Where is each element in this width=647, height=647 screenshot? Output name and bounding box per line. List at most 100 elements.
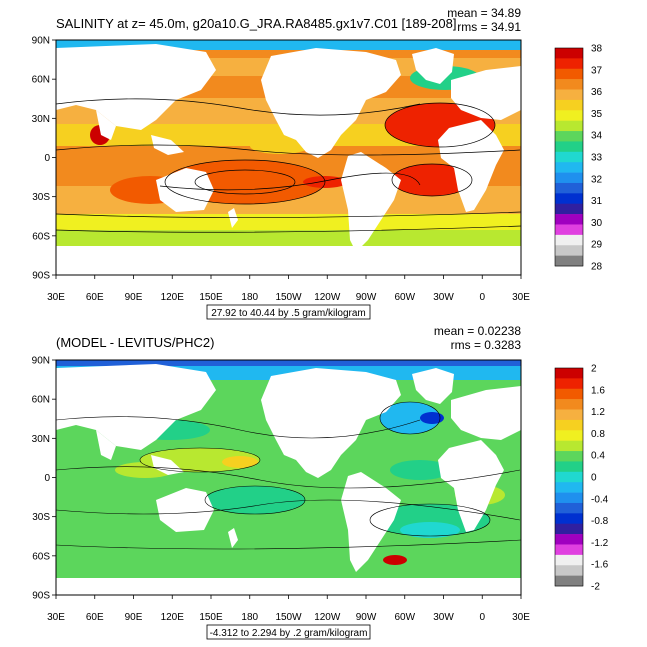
- lon-tick-label: 120E: [161, 612, 185, 623]
- lat-tick-label: 30S: [32, 512, 50, 523]
- lon-tick-label: 0: [479, 612, 485, 623]
- lat-tick-label: 60N: [32, 395, 50, 406]
- lon-tick-label: 120W: [314, 612, 341, 623]
- lon-tick-label: 150E: [199, 612, 223, 623]
- colorbar-label: 34: [591, 131, 603, 142]
- panel2-lon-ticks: 30E 60E 90E 120E 150E 180 150W 120W 90W 60W 30W 0 30…: [47, 595, 530, 623]
- colorbar-label: -0.8: [591, 516, 609, 527]
- panel2-mean: mean = 0.02238: [434, 324, 521, 338]
- colorbar-label: -1.2: [591, 538, 609, 549]
- colorbar-swatch: [555, 182, 583, 194]
- lon-tick-label: 60E: [86, 612, 104, 623]
- colorbar-label: 29: [591, 240, 603, 251]
- colorbar-label: 31: [591, 196, 603, 207]
- lat-tick-label: 30S: [32, 192, 50, 203]
- colorbar-frame: [554, 47, 584, 267]
- lat-tick-label: 30N: [32, 114, 50, 125]
- lat-tick-label: 90S: [32, 591, 50, 602]
- lat-tick-label: 90S: [32, 271, 50, 282]
- colorbar-swatch: [555, 378, 583, 390]
- lon-tick-label: 90W: [356, 292, 377, 303]
- panel1-map: [56, 40, 521, 275]
- panel1-lon-ticks: 30E 60E 90E 120E 150E 180 150W 120W 90W 60W 30W 0 30…: [47, 275, 530, 303]
- colorbar-label: 33: [591, 153, 603, 164]
- colorbar-swatch: [555, 502, 583, 514]
- colorbar-swatch: [555, 409, 583, 421]
- colorbar-swatch: [555, 430, 583, 441]
- lon-tick-label: 120E: [161, 292, 185, 303]
- panel-difference: (MODEL - LEVITUS/PHC2) mean = 0.02238 rm…: [32, 324, 609, 640]
- colorbar-swatch: [555, 565, 583, 576]
- panel1-contours: [56, 98, 521, 233]
- panel1-rms: rms = 34.91: [457, 20, 521, 34]
- lon-tick-label: 180: [241, 612, 258, 623]
- panel2-range-box: [206, 624, 371, 640]
- panel2-colorbar: 2 1.6 1.2 0.8 0.4 0 -0.4 -0.8 -1.2 -1.6 -2: [554, 364, 609, 593]
- panel2-lat-ticks: 90N 60N 30N 0 30S 60S 90S: [32, 356, 56, 602]
- colorbar-label: 30: [591, 218, 603, 229]
- colorbar-label: 0.4: [591, 451, 605, 462]
- panel2-rms: rms = 0.3283: [451, 338, 522, 352]
- colorbar-swatch: [555, 451, 583, 462]
- colorbar-swatch: [555, 544, 583, 556]
- panel1-colorbar: 38 37 36 35 34 33 32 31 30 29 28: [554, 44, 603, 273]
- colorbar-swatch: [555, 523, 583, 535]
- colorbar-swatch: [555, 255, 583, 267]
- colorbar-swatch: [555, 131, 583, 142]
- lon-tick-label: 90E: [125, 612, 143, 623]
- panel-salinity: SALINITY at z= 45.0m, g20a10.G_JRA.RA848…: [32, 6, 603, 320]
- colorbar-swatch: [555, 513, 583, 525]
- colorbar-swatch: [555, 68, 583, 80]
- colorbar-swatch: [555, 48, 583, 59]
- colorbar-label: 2: [591, 364, 597, 375]
- colorbar-swatch: [555, 482, 583, 493]
- lat-tick-label: 0: [44, 473, 50, 484]
- colorbar-swatch: [555, 419, 583, 431]
- lat-tick-label: 90N: [32, 356, 50, 367]
- lon-tick-label: 30E: [47, 612, 65, 623]
- panel2-range-label: -4.312 to 2.294 by .2 gram/kilogram: [210, 628, 368, 639]
- panel2-title: (MODEL - LEVITUS/PHC2): [56, 335, 214, 350]
- colorbar-swatch: [555, 172, 583, 184]
- lon-tick-label: 120W: [314, 292, 341, 303]
- colorbar-swatch: [555, 399, 583, 410]
- lat-tick-label: 0: [44, 153, 50, 164]
- colorbar-label: -1.6: [591, 560, 609, 571]
- colorbar-swatch: [555, 245, 583, 256]
- colorbar-swatch: [555, 79, 583, 90]
- colorbar-swatch: [555, 440, 583, 452]
- lat-tick-label: 60N: [32, 75, 50, 86]
- lon-tick-label: 30E: [47, 292, 65, 303]
- panel1-lat-ticks: 90N 60N 30N 0 30S 60S 90S: [32, 36, 56, 282]
- lon-tick-label: 90E: [125, 292, 143, 303]
- lon-tick-label: 60W: [394, 292, 415, 303]
- lon-tick-label: 60W: [394, 612, 415, 623]
- panel1-range-box: [206, 304, 371, 320]
- panel1-range-label: 27.92 to 40.44 by .5 gram/kilogram: [211, 308, 366, 319]
- lat-tick-label: 90N: [32, 36, 50, 47]
- lon-tick-label: 30E: [512, 292, 530, 303]
- lon-tick-label: 150E: [199, 292, 223, 303]
- panel2-contours: [56, 401, 521, 550]
- lat-tick-label: 60S: [32, 551, 50, 562]
- lon-tick-label: 180: [241, 292, 258, 303]
- lon-tick-label: 60E: [86, 292, 104, 303]
- colorbar-label: 0.8: [591, 429, 605, 440]
- colorbar-swatch: [555, 471, 583, 483]
- colorbar-swatch: [555, 99, 583, 111]
- colorbar-label: 28: [591, 262, 603, 273]
- colorbar-swatch: [555, 58, 583, 70]
- colorbar-swatch: [555, 193, 583, 205]
- colorbar-swatch: [555, 120, 583, 132]
- lat-tick-label: 30N: [32, 434, 50, 445]
- lon-tick-label: 150W: [275, 612, 302, 623]
- colorbar-label: 36: [591, 87, 603, 98]
- colorbar-frame: [554, 367, 584, 587]
- colorbar-swatch: [555, 151, 583, 163]
- lon-tick-label: 0: [479, 292, 485, 303]
- colorbar-swatch: [555, 368, 583, 379]
- colorbar-swatch: [555, 461, 583, 473]
- colorbar-label: 1.2: [591, 407, 605, 418]
- colorbar-swatch: [555, 534, 583, 545]
